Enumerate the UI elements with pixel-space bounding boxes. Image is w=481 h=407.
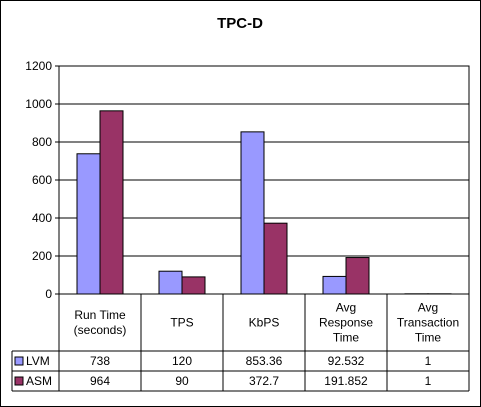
category-label: KbPS <box>249 316 280 330</box>
chart-title: TPC-D <box>217 15 263 32</box>
data-label: 738 <box>90 354 110 368</box>
y-axis-tick-labels: 0 200 400 600 800 1000 1200 <box>25 59 52 301</box>
y-tick-label: 600 <box>32 173 52 187</box>
category-label: Response <box>319 316 373 330</box>
data-label: 191.852 <box>324 374 368 388</box>
y-tick-label: 200 <box>32 249 52 263</box>
legend-key-lvm <box>14 356 24 366</box>
data-label: 120 <box>172 354 192 368</box>
legend-key-asm <box>14 376 24 386</box>
legend-label: LVM <box>26 354 50 368</box>
category-label: Avg <box>336 301 356 315</box>
bar-lvm <box>76 153 101 295</box>
category-label: Time <box>333 331 360 345</box>
bars <box>76 110 452 295</box>
bar-lvm <box>322 275 347 295</box>
bar-asm <box>345 257 370 295</box>
bar-asm <box>263 222 288 295</box>
y-tick-label: 400 <box>32 211 52 225</box>
data-label: 372.7 <box>249 374 279 388</box>
bar-lvm <box>240 131 265 295</box>
category-label: Run Time <box>74 308 126 322</box>
y-tick-label: 1200 <box>25 59 52 73</box>
data-label: 92.532 <box>328 354 365 368</box>
category-label: TPS <box>170 316 193 330</box>
y-tick-label: 1000 <box>25 97 52 111</box>
y-tick-label: 0 <box>45 287 52 301</box>
data-label: 1 <box>425 354 432 368</box>
bar-asm <box>181 276 206 295</box>
data-label: 1 <box>425 374 432 388</box>
bar-lvm <box>158 270 183 295</box>
data-label: 90 <box>175 374 189 388</box>
category-label: Time <box>415 331 442 345</box>
data-label: 853.36 <box>246 354 283 368</box>
category-label: Avg <box>418 301 438 315</box>
data-label: 964 <box>90 374 110 388</box>
y-tick-label: 800 <box>32 135 52 149</box>
data-table: Run Time(seconds)TPS KbPSAvgResponseTimeA… <box>11 294 470 392</box>
category-label: (seconds) <box>74 323 127 337</box>
legend-label: ASM <box>26 374 52 388</box>
bar-asm <box>99 110 124 295</box>
category-label: Transaction <box>397 316 459 330</box>
